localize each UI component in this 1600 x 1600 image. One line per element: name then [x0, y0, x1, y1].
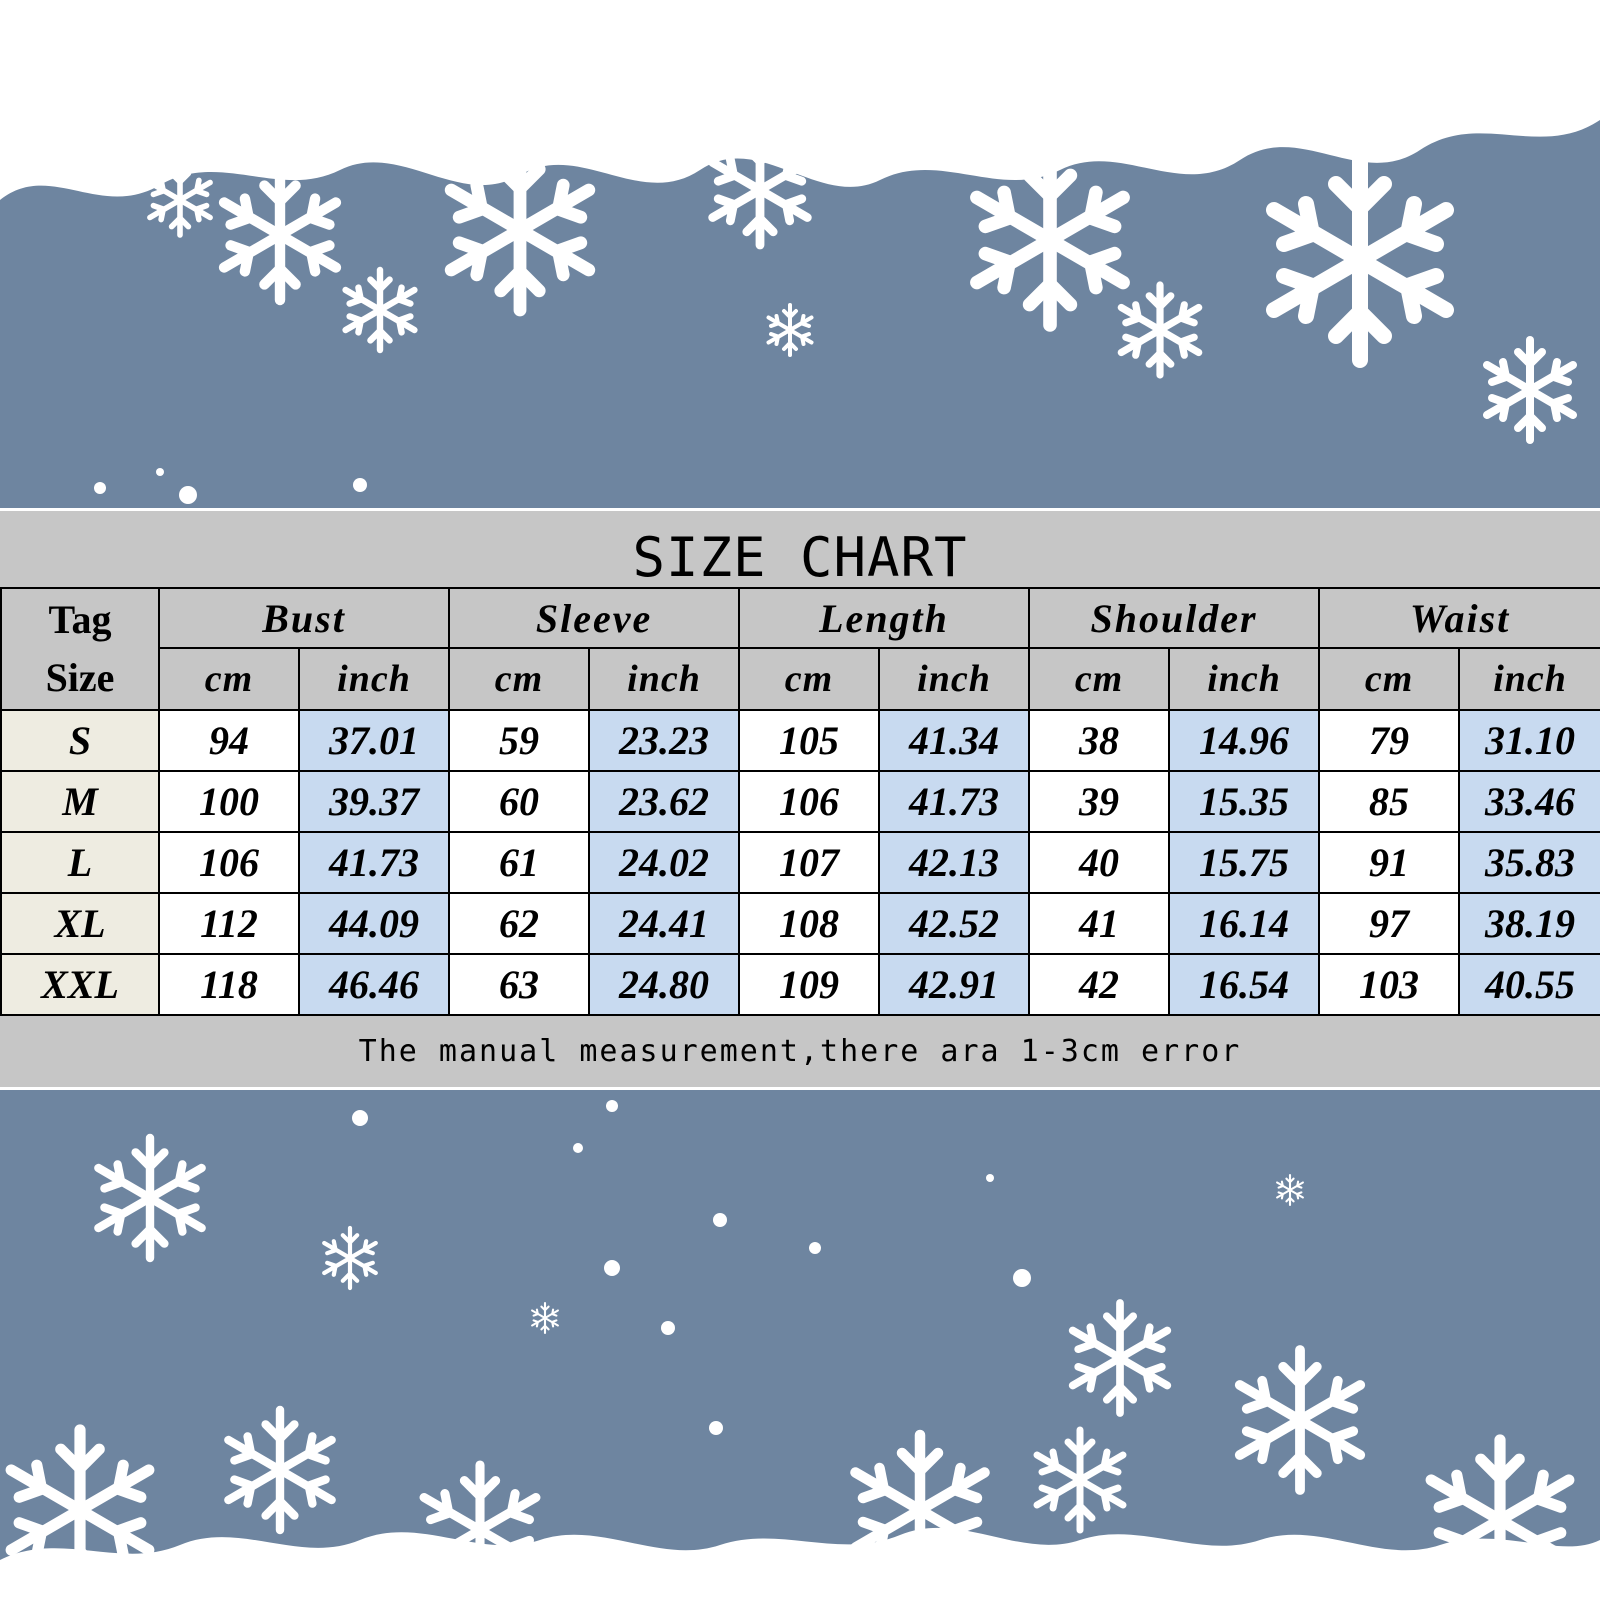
- size-label: XL: [0, 892, 160, 955]
- cm-value: 91: [1318, 831, 1461, 894]
- tag-size-line1: Tag: [48, 597, 112, 642]
- inch-value: 41.73: [878, 770, 1031, 833]
- inch-value: 33.46: [1458, 770, 1600, 833]
- group-header-bust: Bust: [157, 587, 451, 649]
- header-row-groups: Tag Size Bust Sleeve Length Shoulder Wai…: [0, 587, 1600, 711]
- cm-value: 109: [738, 953, 881, 1016]
- top-snow-decoration: [0, 0, 1600, 505]
- table-row: S 94 37.01 59 23.23 105 41.34 38 14.96 7…: [0, 709, 1600, 772]
- unit-header-cm: cm: [158, 647, 300, 711]
- tag-size-line2: Size: [45, 655, 115, 700]
- inch-value: 16.54: [1168, 953, 1321, 1016]
- cm-value: 107: [738, 831, 881, 894]
- size-chart: SIZE CHART Tag Size Bust Sleeve Length S…: [0, 508, 1600, 1090]
- cm-value: 100: [158, 770, 300, 833]
- cm-value: 106: [738, 770, 881, 833]
- cm-value: 112: [158, 892, 300, 955]
- inch-value: 40.55: [1458, 953, 1600, 1016]
- inch-value: 35.83: [1458, 831, 1600, 894]
- bottom-snow-decoration: [0, 1090, 1600, 1600]
- tag-size-header: Tag Size: [0, 587, 160, 711]
- unit-header-cm: cm: [1318, 647, 1461, 711]
- cm-value: 42: [1028, 953, 1171, 1016]
- inch-value: 16.14: [1168, 892, 1321, 955]
- inch-value: 24.41: [588, 892, 741, 955]
- top-snow-svg: [0, 0, 1600, 505]
- inch-value: 24.02: [588, 831, 741, 894]
- inch-value: 15.75: [1168, 831, 1321, 894]
- measurement-note: The manual measurement,there ara 1-3cm e…: [358, 1034, 1242, 1069]
- size-table: Tag Size Bust Sleeve Length Shoulder Wai…: [0, 587, 1600, 1016]
- inch-value: 39.37: [297, 770, 451, 833]
- inch-value: 14.96: [1168, 709, 1321, 772]
- size-label: M: [0, 770, 160, 833]
- inch-value: 23.62: [588, 770, 741, 833]
- unit-header-inch: inch: [1168, 647, 1321, 711]
- cm-value: 61: [448, 831, 591, 894]
- inch-value: 42.52: [878, 892, 1031, 955]
- cm-value: 39: [1028, 770, 1171, 833]
- inch-value: 38.19: [1458, 892, 1600, 955]
- inch-value: 41.73: [297, 831, 451, 894]
- table-row: XXL 118 46.46 63 24.80 109 42.91 42 16.5…: [0, 953, 1600, 1016]
- unit-header-cm: cm: [738, 647, 881, 711]
- table-row: M 100 39.37 60 23.62 106 41.73 39 15.35 …: [0, 770, 1600, 833]
- inch-value: 41.34: [878, 709, 1031, 772]
- unit-header-inch: inch: [878, 647, 1031, 711]
- cm-value: 108: [738, 892, 881, 955]
- group-header-waist: Waist: [1318, 587, 1600, 649]
- inch-value: 44.09: [297, 892, 451, 955]
- cm-value: 106: [158, 831, 300, 894]
- unit-header-cm: cm: [1028, 647, 1171, 711]
- inch-value: 24.80: [588, 953, 741, 1016]
- cm-value: 105: [738, 709, 881, 772]
- inch-value: 37.01: [297, 709, 451, 772]
- unit-header-inch: inch: [1458, 647, 1600, 711]
- cm-value: 94: [158, 709, 300, 772]
- cm-value: 85: [1318, 770, 1461, 833]
- cm-value: 103: [1318, 953, 1461, 1016]
- cm-value: 60: [448, 770, 591, 833]
- inch-value: 31.10: [1458, 709, 1600, 772]
- inch-value: 42.13: [878, 831, 1031, 894]
- inch-value: 23.23: [588, 709, 741, 772]
- cm-value: 62: [448, 892, 591, 955]
- table-row: L 106 41.73 61 24.02 107 42.13 40 15.75 …: [0, 831, 1600, 894]
- size-label: S: [0, 709, 160, 772]
- inch-value: 15.35: [1168, 770, 1321, 833]
- table-row: XL 112 44.09 62 24.41 108 42.52 41 16.14…: [0, 892, 1600, 955]
- unit-header-inch: inch: [588, 647, 741, 711]
- inch-value: 42.91: [878, 953, 1031, 1016]
- chart-title: SIZE CHART: [632, 526, 968, 589]
- cm-value: 97: [1318, 892, 1461, 955]
- group-header-length: Length: [738, 587, 1031, 649]
- group-header-shoulder: Shoulder: [1028, 587, 1321, 649]
- unit-header-inch: inch: [297, 647, 451, 711]
- size-label: L: [0, 831, 160, 894]
- bottom-snow-svg: [0, 1090, 1600, 1600]
- cm-value: 63: [448, 953, 591, 1016]
- cm-value: 41: [1028, 892, 1171, 955]
- cm-value: 38: [1028, 709, 1171, 772]
- inch-value: 46.46: [297, 953, 451, 1016]
- cm-value: 118: [158, 953, 300, 1016]
- cm-value: 59: [448, 709, 591, 772]
- group-header-sleeve: Sleeve: [448, 587, 741, 649]
- size-label: XXL: [0, 953, 160, 1016]
- cm-value: 79: [1318, 709, 1461, 772]
- cm-value: 40: [1028, 831, 1171, 894]
- header-row-units: cm inch cm inch cm inch cm inch cm inch: [1, 647, 1600, 711]
- unit-header-cm: cm: [448, 647, 591, 711]
